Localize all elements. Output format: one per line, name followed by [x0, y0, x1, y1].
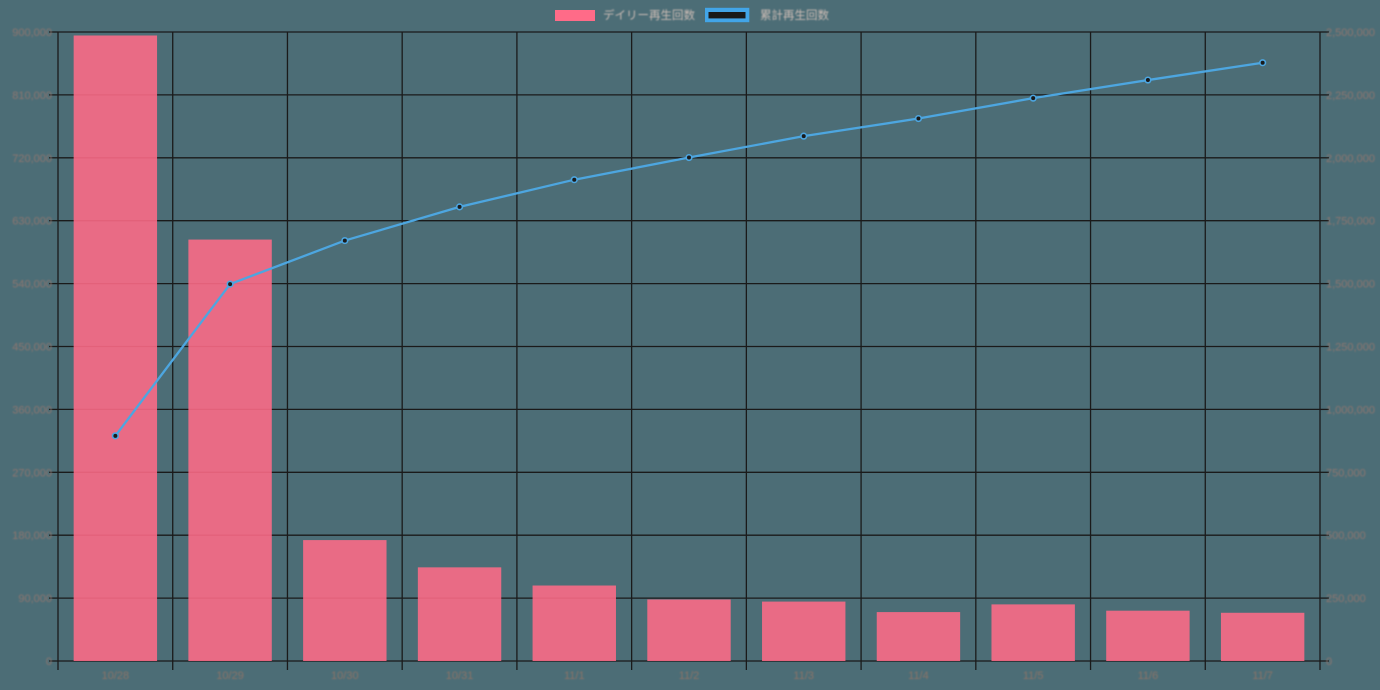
- svg-text:180,000: 180,000: [12, 530, 52, 542]
- svg-text:500,000: 500,000: [1326, 530, 1366, 542]
- svg-text:90,000: 90,000: [18, 593, 52, 605]
- svg-text:540,000: 540,000: [12, 279, 52, 291]
- svg-text:1,500,000: 1,500,000: [1326, 279, 1375, 291]
- svg-text:270,000: 270,000: [12, 467, 52, 479]
- svg-text:450,000: 450,000: [12, 342, 52, 354]
- svg-text:250,000: 250,000: [1326, 593, 1366, 605]
- svg-text:0: 0: [46, 656, 52, 668]
- svg-text:累計再生回数: 累計再生回数: [760, 8, 829, 22]
- svg-text:360,000: 360,000: [12, 404, 52, 416]
- svg-text:1,750,000: 1,750,000: [1326, 216, 1375, 228]
- svg-text:10/29: 10/29: [216, 670, 244, 682]
- svg-text:11/2: 11/2: [679, 670, 700, 682]
- svg-text:10/30: 10/30: [331, 670, 359, 682]
- svg-text:750,000: 750,000: [1326, 467, 1366, 479]
- svg-text:2,000,000: 2,000,000: [1326, 153, 1375, 165]
- svg-text:11/1: 11/1: [564, 670, 585, 682]
- svg-text:11/3: 11/3: [793, 670, 814, 682]
- svg-text:デイリー再生回数: デイリー再生回数: [603, 8, 695, 22]
- svg-text:2,250,000: 2,250,000: [1326, 90, 1375, 102]
- svg-text:11/7: 11/7: [1252, 670, 1273, 682]
- svg-text:900,000: 900,000: [12, 27, 52, 39]
- svg-text:1,000,000: 1,000,000: [1326, 404, 1375, 416]
- svg-text:10/28: 10/28: [102, 670, 130, 682]
- svg-text:11/4: 11/4: [908, 670, 929, 682]
- svg-text:1,250,000: 1,250,000: [1326, 342, 1375, 354]
- svg-text:11/6: 11/6: [1138, 670, 1159, 682]
- svg-text:720,000: 720,000: [12, 153, 52, 165]
- svg-text:11/5: 11/5: [1023, 670, 1044, 682]
- svg-text:0: 0: [1326, 656, 1332, 668]
- svg-text:10/31: 10/31: [446, 670, 474, 682]
- svg-text:2,500,000: 2,500,000: [1326, 27, 1375, 39]
- svg-text:630,000: 630,000: [12, 216, 52, 228]
- svg-text:810,000: 810,000: [12, 90, 52, 102]
